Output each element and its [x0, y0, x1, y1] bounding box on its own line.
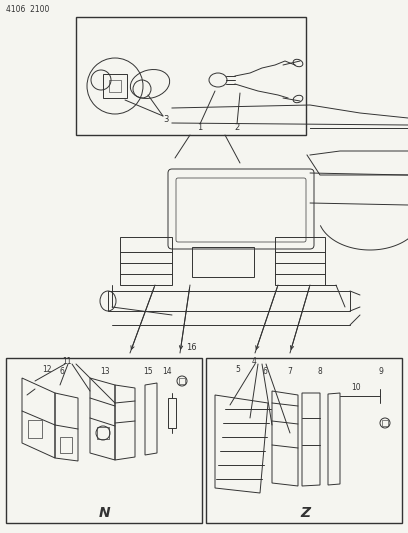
Text: 9: 9 — [379, 367, 384, 376]
Text: 11: 11 — [62, 357, 71, 366]
Bar — [120, 237, 172, 285]
Bar — [109, 80, 121, 92]
Bar — [97, 427, 109, 439]
Bar — [275, 237, 325, 285]
Bar — [168, 398, 176, 428]
Text: 6: 6 — [60, 367, 64, 376]
Text: 10: 10 — [351, 384, 361, 392]
Bar — [28, 420, 42, 438]
Text: 4106  2100: 4106 2100 — [6, 4, 49, 13]
Bar — [108, 291, 350, 311]
Text: 13: 13 — [100, 367, 110, 376]
Text: 4: 4 — [252, 357, 257, 366]
Bar — [76, 17, 306, 135]
Text: 16: 16 — [186, 343, 196, 352]
Text: 7: 7 — [288, 367, 293, 376]
Text: 12: 12 — [42, 366, 52, 375]
Text: 14: 14 — [162, 367, 172, 376]
Bar — [6, 358, 202, 523]
Bar — [382, 420, 388, 426]
Text: 8: 8 — [317, 367, 322, 376]
Bar — [206, 358, 402, 523]
Bar — [60, 437, 72, 453]
Text: N: N — [99, 506, 111, 520]
Text: 2: 2 — [234, 123, 239, 132]
Bar — [179, 378, 185, 384]
Text: 1: 1 — [197, 123, 202, 132]
Text: 3: 3 — [163, 115, 169, 124]
Text: 6: 6 — [263, 367, 267, 376]
Text: 15: 15 — [143, 367, 153, 376]
Text: 5: 5 — [235, 366, 240, 375]
Bar — [192, 247, 254, 277]
Bar — [103, 74, 127, 98]
Text: Z: Z — [300, 506, 310, 520]
